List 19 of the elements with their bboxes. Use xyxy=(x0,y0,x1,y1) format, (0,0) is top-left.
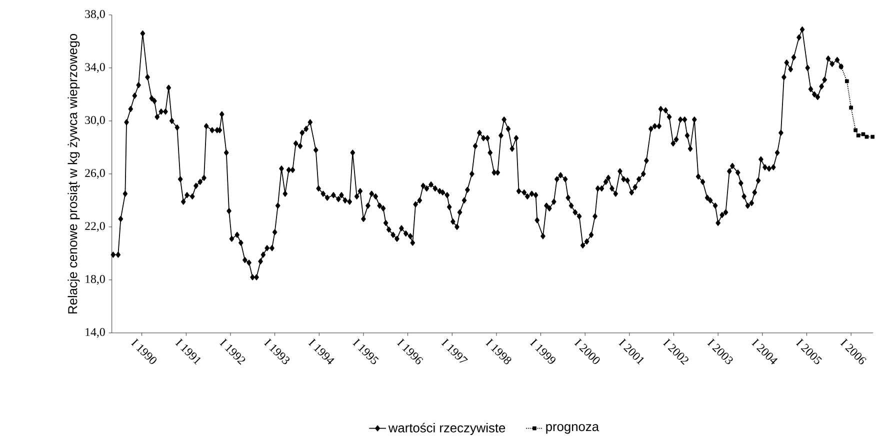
y-tick-label: 26,0 xyxy=(85,168,105,179)
x-tick-label: I 1999 xyxy=(530,338,556,364)
y-tick-label: 30,0 xyxy=(85,116,105,126)
y-tick-label: 22,0 xyxy=(85,222,105,232)
x-tick-label: I 1996 xyxy=(396,338,424,364)
y-tick-label: 38,0 xyxy=(85,10,105,20)
x-tick-label: I 1990 xyxy=(130,338,156,364)
x-tick-label: I 1998 xyxy=(486,338,512,364)
y-tick-label: 34,0 xyxy=(85,62,105,73)
legend-label: prognoza xyxy=(546,424,600,434)
legend-label: wartości rzeczywiste xyxy=(388,422,506,435)
x-tick-label: I 1994 xyxy=(308,338,334,364)
x-tick-label: I 1995 xyxy=(352,338,379,364)
x-tick-label: I 1992 xyxy=(220,338,246,365)
x-tick-label: I 1997 xyxy=(441,338,468,362)
y-axis-title: Relacje cenowe prosiąt w kg żywca wieprzowego xyxy=(68,34,80,314)
y-tick-label: 14,0 xyxy=(86,328,105,338)
x-tick-label: I 1993 xyxy=(264,338,290,364)
y-tick-label: 18,0 xyxy=(86,274,105,285)
